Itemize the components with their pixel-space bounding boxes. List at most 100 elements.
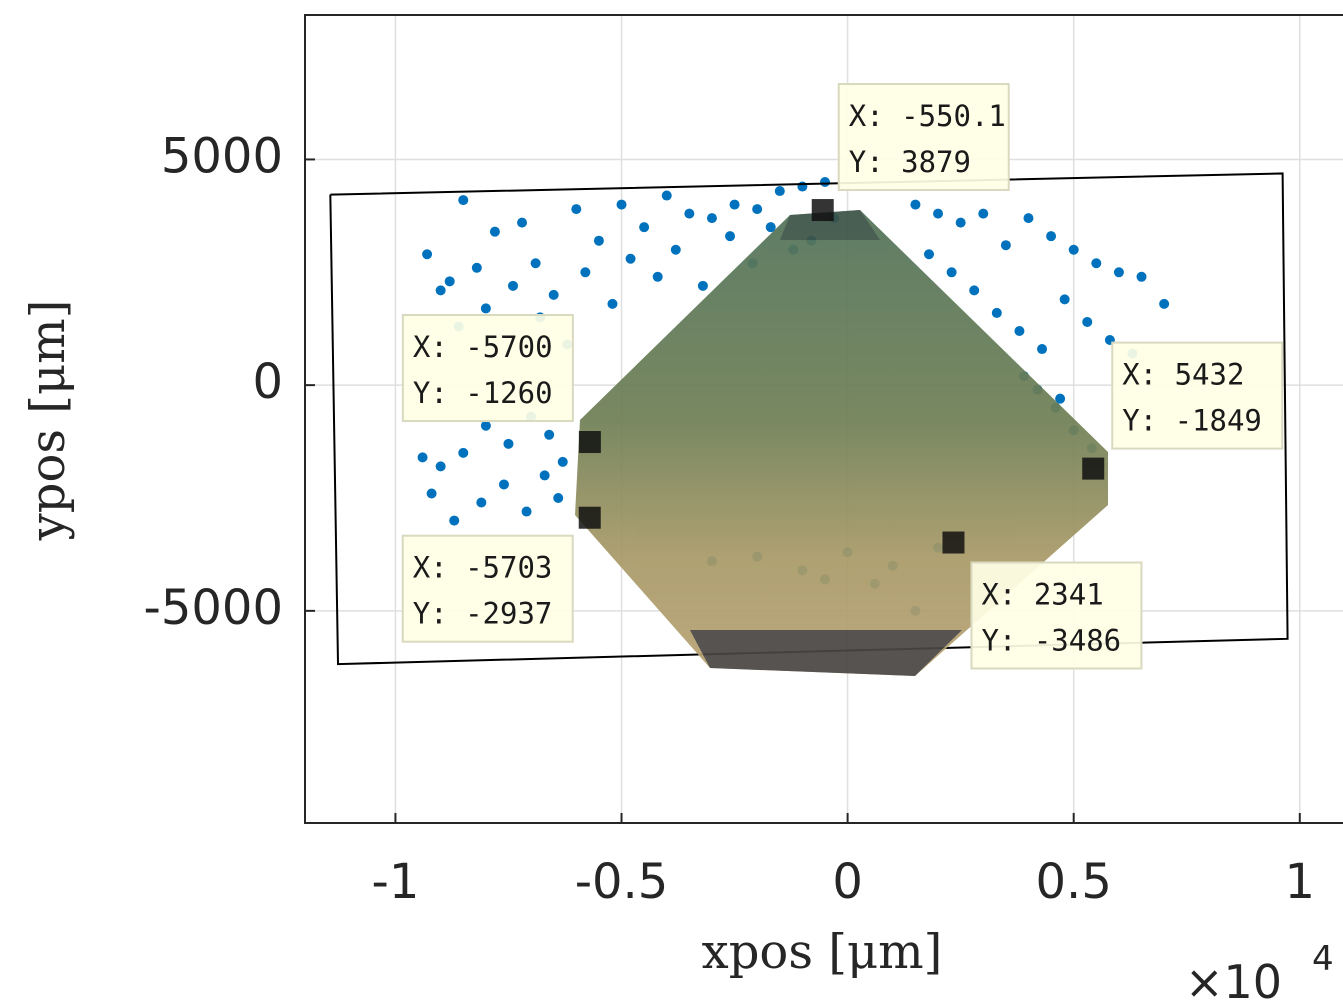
point bbox=[1046, 231, 1057, 242]
tip-x: X: -550.1 bbox=[849, 99, 1006, 133]
point bbox=[725, 231, 736, 242]
point bbox=[417, 452, 428, 463]
tip-x: X: -5703 bbox=[413, 551, 553, 585]
y-axis-label: ypos [μm] bbox=[20, 300, 76, 542]
point bbox=[684, 208, 695, 219]
point bbox=[639, 222, 650, 233]
point bbox=[625, 253, 636, 264]
point bbox=[1023, 213, 1034, 224]
point bbox=[471, 262, 482, 273]
point bbox=[978, 208, 989, 219]
tip-marker bbox=[811, 199, 834, 222]
y-tick-label: 5000 bbox=[161, 128, 283, 184]
data-tips: X: -550.1 Y: 3879 X: -5700 Y: -1260 X: -5703… bbox=[401, 83, 1284, 670]
point bbox=[616, 199, 627, 210]
point bbox=[548, 289, 559, 300]
point bbox=[435, 285, 446, 296]
point bbox=[517, 217, 528, 228]
x-exponent-base: ×10 bbox=[1185, 955, 1282, 1004]
point bbox=[933, 208, 944, 219]
tip-x: X: 2341 bbox=[981, 578, 1103, 612]
point bbox=[1136, 271, 1147, 282]
point bbox=[508, 280, 518, 291]
point bbox=[1159, 298, 1170, 309]
point bbox=[521, 506, 532, 517]
x-tick-label: -1 bbox=[372, 854, 420, 910]
point bbox=[1068, 244, 1079, 255]
point bbox=[670, 244, 681, 255]
point bbox=[476, 497, 487, 508]
point bbox=[774, 186, 785, 197]
point bbox=[480, 420, 491, 431]
photo-overlay bbox=[575, 210, 1108, 676]
point bbox=[580, 267, 591, 278]
point bbox=[449, 515, 460, 526]
point bbox=[593, 235, 604, 246]
point bbox=[765, 222, 776, 233]
x-tick-label: 0 bbox=[832, 854, 863, 910]
point bbox=[544, 429, 555, 440]
point bbox=[1082, 316, 1093, 327]
point bbox=[571, 204, 582, 215]
point bbox=[661, 190, 672, 201]
point bbox=[1037, 344, 1048, 355]
tip-y: Y: 3879 bbox=[849, 145, 971, 179]
tip-box bbox=[837, 83, 1010, 192]
y-tick-label: -5000 bbox=[144, 580, 283, 636]
y-tick-label: 0 bbox=[252, 354, 283, 410]
point bbox=[1000, 240, 1011, 251]
point bbox=[498, 479, 509, 490]
point bbox=[910, 199, 921, 210]
tip-marker bbox=[578, 506, 601, 529]
point bbox=[706, 213, 717, 224]
point bbox=[489, 226, 500, 237]
point bbox=[444, 276, 455, 287]
point bbox=[1113, 267, 1124, 278]
point bbox=[530, 258, 541, 269]
point bbox=[553, 492, 564, 503]
point bbox=[480, 303, 491, 314]
point bbox=[924, 249, 934, 260]
point bbox=[557, 456, 568, 467]
point bbox=[458, 195, 469, 206]
point bbox=[946, 267, 957, 278]
point bbox=[607, 298, 618, 309]
tip-y: Y: -1260 bbox=[413, 376, 553, 410]
point bbox=[1059, 294, 1070, 305]
tip-marker bbox=[1082, 457, 1105, 480]
point bbox=[955, 217, 966, 228]
point bbox=[422, 249, 433, 260]
point bbox=[1091, 258, 1102, 269]
point bbox=[652, 271, 663, 282]
tip-box bbox=[970, 561, 1143, 670]
point bbox=[729, 199, 740, 210]
point bbox=[797, 181, 808, 192]
point bbox=[991, 307, 1002, 318]
x-tick-label: -0.5 bbox=[575, 854, 669, 910]
point bbox=[752, 204, 763, 215]
point bbox=[503, 438, 514, 449]
tip-box bbox=[1111, 341, 1284, 450]
x-tick-label: 0.5 bbox=[1036, 854, 1112, 910]
tip-box bbox=[401, 534, 574, 643]
point bbox=[969, 285, 980, 296]
tip-x: X: -5700 bbox=[413, 330, 553, 364]
x-exponent: 4 bbox=[1312, 939, 1334, 979]
point bbox=[1014, 325, 1025, 336]
tip-y: Y: -3486 bbox=[981, 624, 1121, 658]
point bbox=[426, 488, 437, 499]
x-axis-label: xpos [μm] bbox=[702, 924, 943, 980]
x-tick-label: 1 bbox=[1285, 854, 1316, 910]
point bbox=[1055, 393, 1066, 404]
tip-marker bbox=[942, 531, 965, 554]
tip-y: Y: -1849 bbox=[1122, 404, 1262, 438]
tip-y: Y: -2937 bbox=[413, 597, 553, 631]
tip-x: X: 5432 bbox=[1122, 358, 1244, 392]
point bbox=[820, 177, 830, 188]
point bbox=[697, 280, 708, 291]
point bbox=[539, 470, 550, 481]
point bbox=[458, 447, 469, 458]
tip-box bbox=[401, 314, 574, 423]
